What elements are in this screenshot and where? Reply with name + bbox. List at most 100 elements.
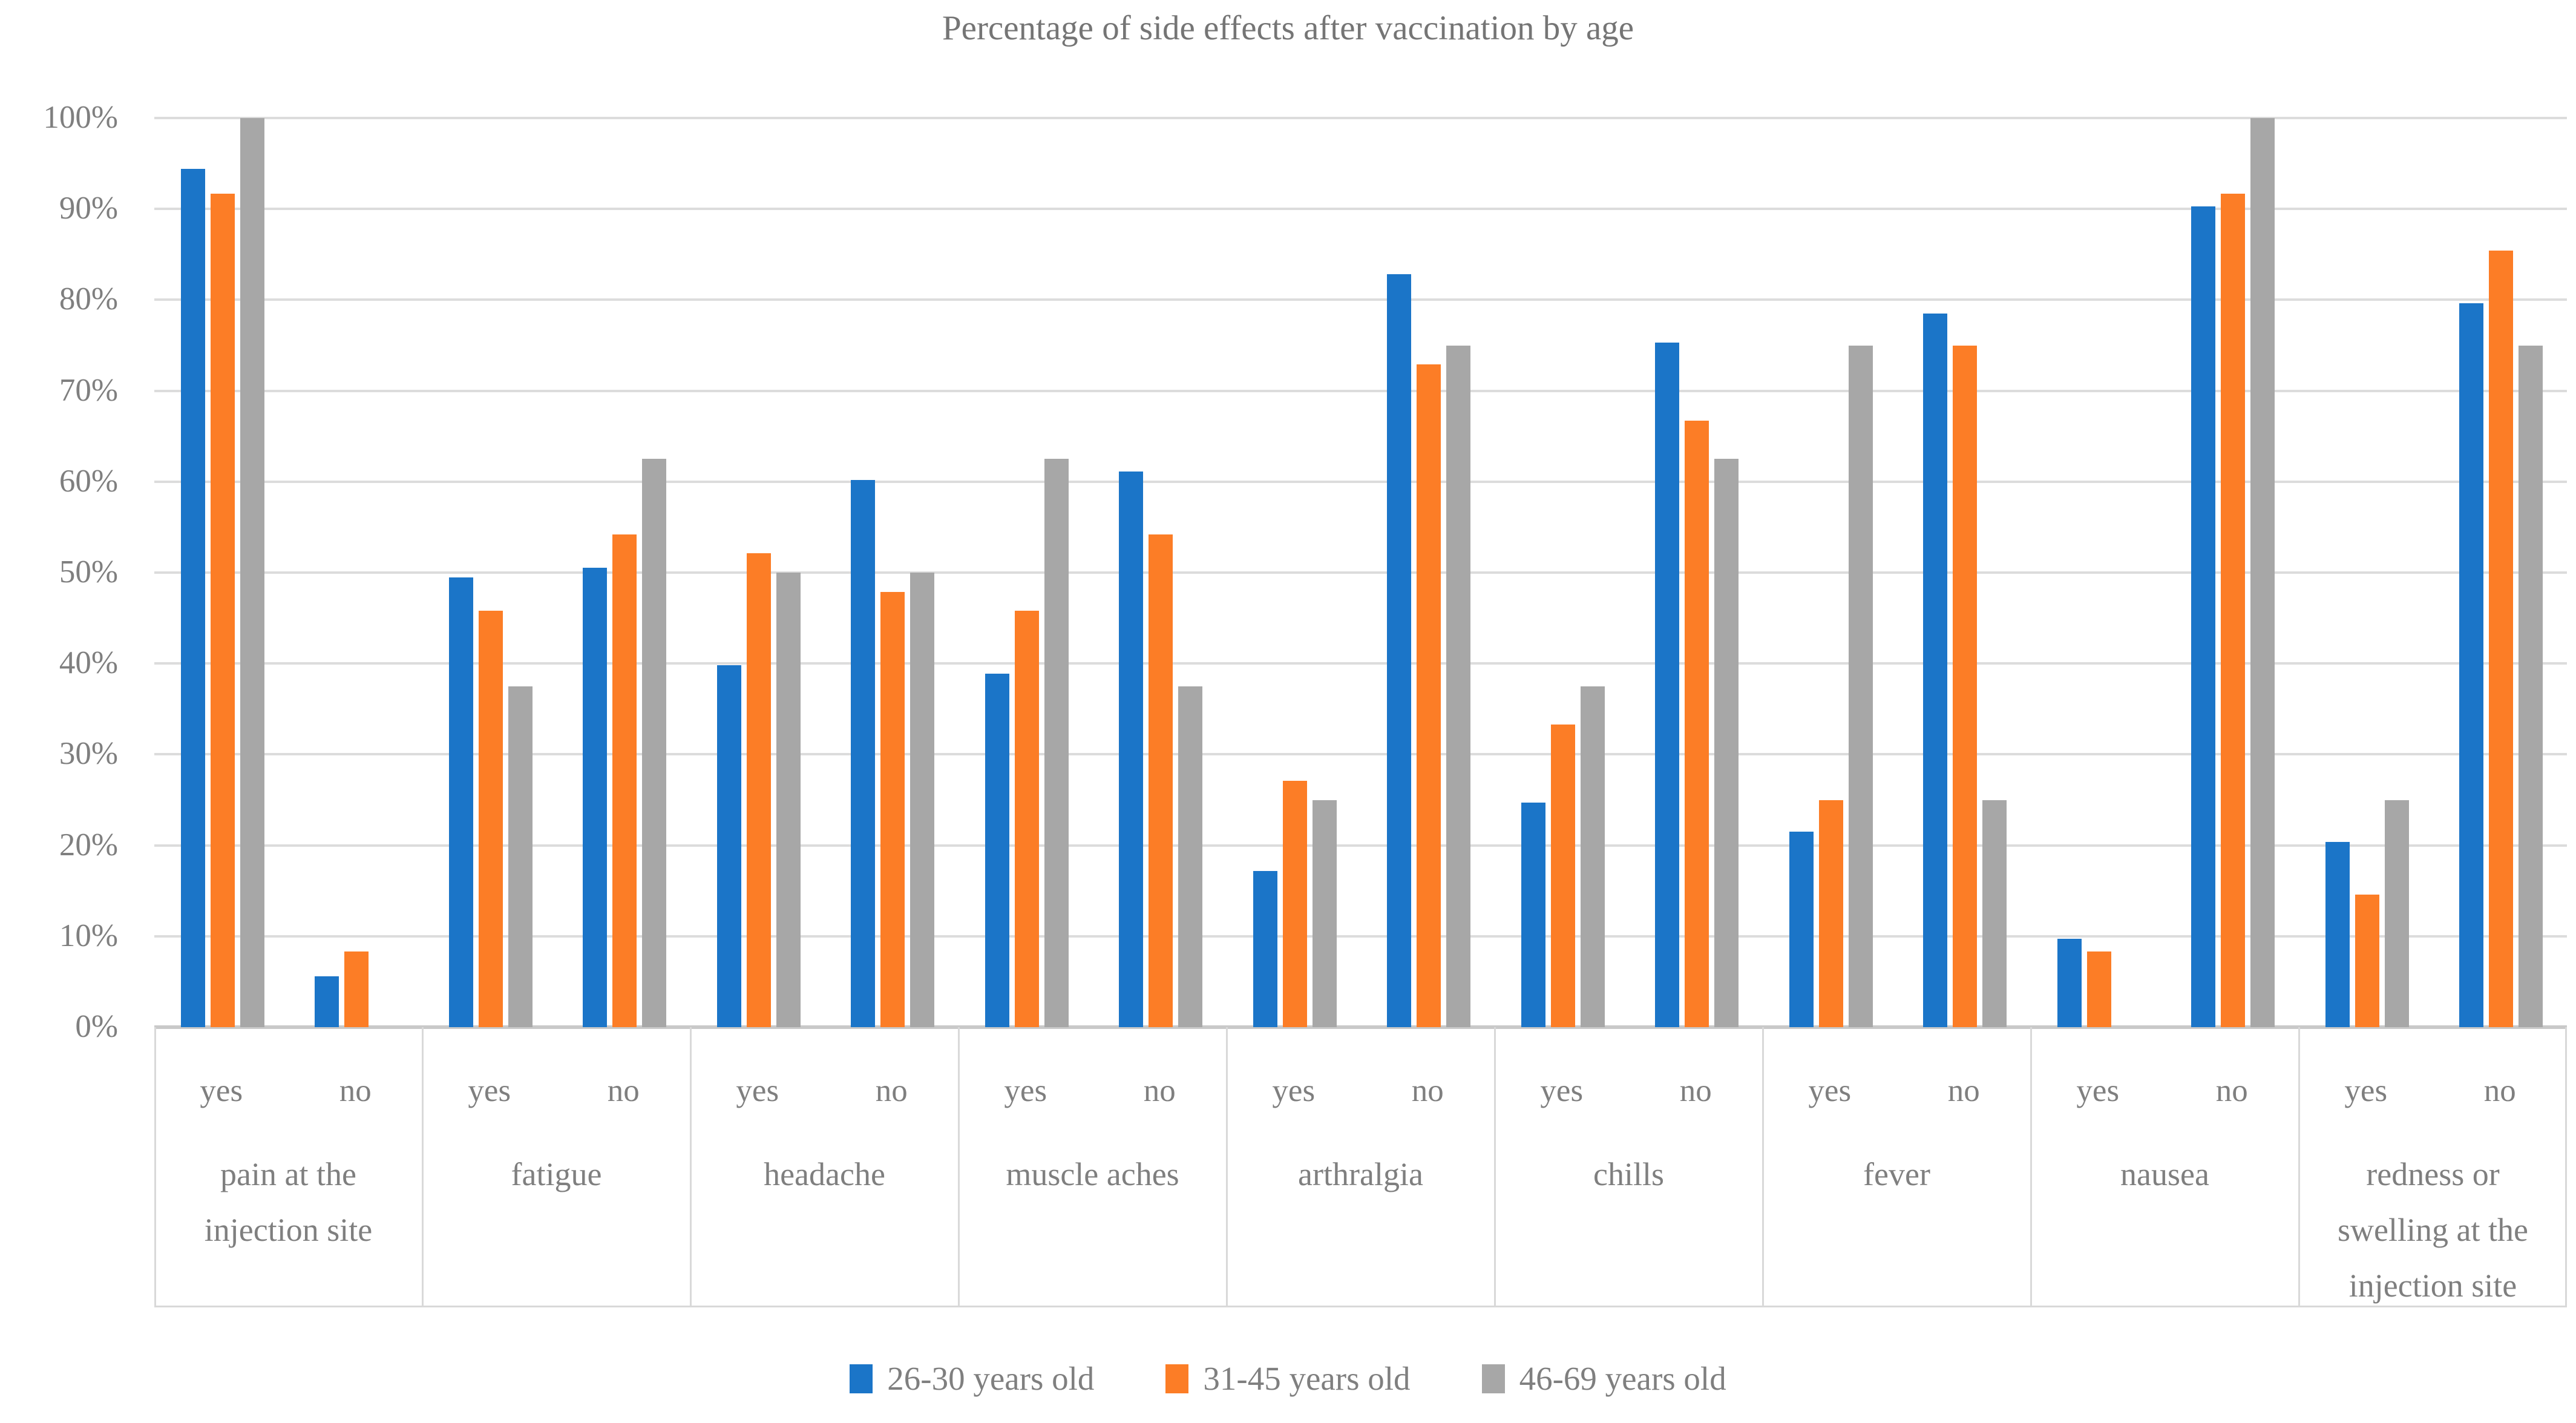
bar [985, 673, 1009, 1027]
subcategory-label: no [1947, 1073, 1980, 1108]
bar [1283, 780, 1307, 1027]
legend-item: 46-69 years old [1481, 1359, 1726, 1398]
bar [1849, 345, 1873, 1027]
category-divider [958, 1027, 960, 1307]
bar [1819, 800, 1843, 1027]
legend-marker [850, 1364, 873, 1393]
legend-label: 46-69 years old [1519, 1360, 1726, 1397]
legend-label: 31-45 years old [1203, 1360, 1411, 1397]
legend-marker [1165, 1364, 1189, 1393]
category-divider [2298, 1027, 2300, 1307]
y-tick-label: 70% [59, 372, 118, 408]
subcategory-label: no [2483, 1073, 2516, 1108]
bar [2355, 894, 2379, 1027]
bar [1387, 274, 1411, 1027]
category-label: pain at the injection site [154, 1146, 422, 1258]
gridline [154, 844, 2567, 847]
bar [240, 118, 264, 1027]
bar [642, 459, 666, 1027]
category-label: fever [1763, 1146, 2031, 1202]
bar [2250, 118, 2275, 1027]
bar [1313, 800, 1337, 1027]
bar [1044, 459, 1069, 1027]
y-tick-label: 30% [59, 736, 118, 772]
bar [2519, 345, 2543, 1027]
subcategory-label: yes [2344, 1073, 2388, 1108]
category-label-box [154, 1027, 2567, 1307]
x-axis-line [154, 1025, 2567, 1029]
y-tick-label: 80% [59, 281, 118, 317]
subcategory-label: yes [1272, 1073, 1316, 1108]
category-label: fatigue [422, 1146, 690, 1202]
y-tick-label: 90% [59, 191, 118, 226]
subcategory-label: yes [1808, 1073, 1852, 1108]
subcategory-label: no [1411, 1073, 1444, 1108]
gridline [154, 571, 2567, 574]
category-label-line: injection site [204, 1212, 373, 1248]
gridline [154, 208, 2567, 211]
bar [449, 577, 473, 1027]
bar [1551, 724, 1575, 1027]
category-label-line: redness or [2366, 1156, 2500, 1192]
category-label-line: nausea [2120, 1156, 2209, 1192]
bar [1982, 800, 2007, 1027]
bar [1953, 345, 1977, 1027]
bar [1789, 832, 1814, 1027]
gridline [154, 935, 2567, 938]
legend: 26-30 years old 31-45 years old 46-69 year… [0, 1359, 2576, 1398]
subcategory-label: yes [2076, 1073, 2120, 1108]
bar [880, 591, 905, 1027]
category-divider [2030, 1027, 2032, 1307]
bar [2221, 193, 2245, 1027]
bar [747, 553, 771, 1027]
legend-label: 26-30 years old [887, 1360, 1095, 1397]
legend-item: 31-45 years old [1165, 1359, 1411, 1398]
bar [2087, 951, 2111, 1027]
subcategory-label: no [339, 1073, 372, 1108]
category-divider [1226, 1027, 1228, 1307]
bar [1178, 686, 1202, 1027]
bar [1253, 870, 1277, 1027]
category-label-line: chills [1593, 1156, 1664, 1192]
subcategory-label: no [875, 1073, 908, 1108]
bar [1119, 472, 1143, 1027]
legend-item: 26-30 years old [850, 1359, 1094, 1398]
category-label: chills [1495, 1146, 1763, 1202]
category-label: muscle aches [959, 1146, 1227, 1202]
category-label-line: pain at the [220, 1156, 356, 1192]
category-label-line: injection site [2348, 1267, 2517, 1304]
bar [1923, 313, 1947, 1027]
bar [776, 573, 801, 1027]
category-label-line: fatigue [511, 1156, 602, 1192]
y-tick-label: 20% [59, 827, 118, 863]
gridline [154, 389, 2567, 392]
category-divider [1494, 1027, 1496, 1307]
bar [1521, 803, 1545, 1027]
category-label: redness or swelling at the injection site [2299, 1146, 2567, 1313]
subcategory-label: no [2215, 1073, 2248, 1108]
category-divider [422, 1027, 424, 1307]
bar [612, 534, 637, 1027]
subcategory-label: yes [1004, 1073, 1047, 1108]
y-tick-label: 50% [59, 554, 118, 590]
bar [1685, 421, 1709, 1027]
bar [1581, 686, 1605, 1027]
gridline [154, 480, 2567, 483]
bar [1655, 342, 1679, 1027]
subcategory-label: yes [1540, 1073, 1584, 1108]
subcategory-label: yes [736, 1073, 779, 1108]
bar [315, 976, 339, 1027]
y-tick-label: 40% [59, 645, 118, 681]
category-label-line: muscle aches [1006, 1156, 1179, 1192]
bar [181, 169, 205, 1027]
category-label-line: arthralgia [1298, 1156, 1423, 1192]
gridline [154, 753, 2567, 756]
bar [508, 686, 533, 1027]
category-label: headache [690, 1146, 959, 1202]
chart-title: Percentage of side effects after vaccina… [942, 9, 1634, 47]
subcategory-label: yes [468, 1073, 511, 1108]
bar [344, 951, 369, 1027]
category-divider [1762, 1027, 1764, 1307]
bar [2489, 251, 2513, 1027]
bar [2057, 939, 2082, 1027]
